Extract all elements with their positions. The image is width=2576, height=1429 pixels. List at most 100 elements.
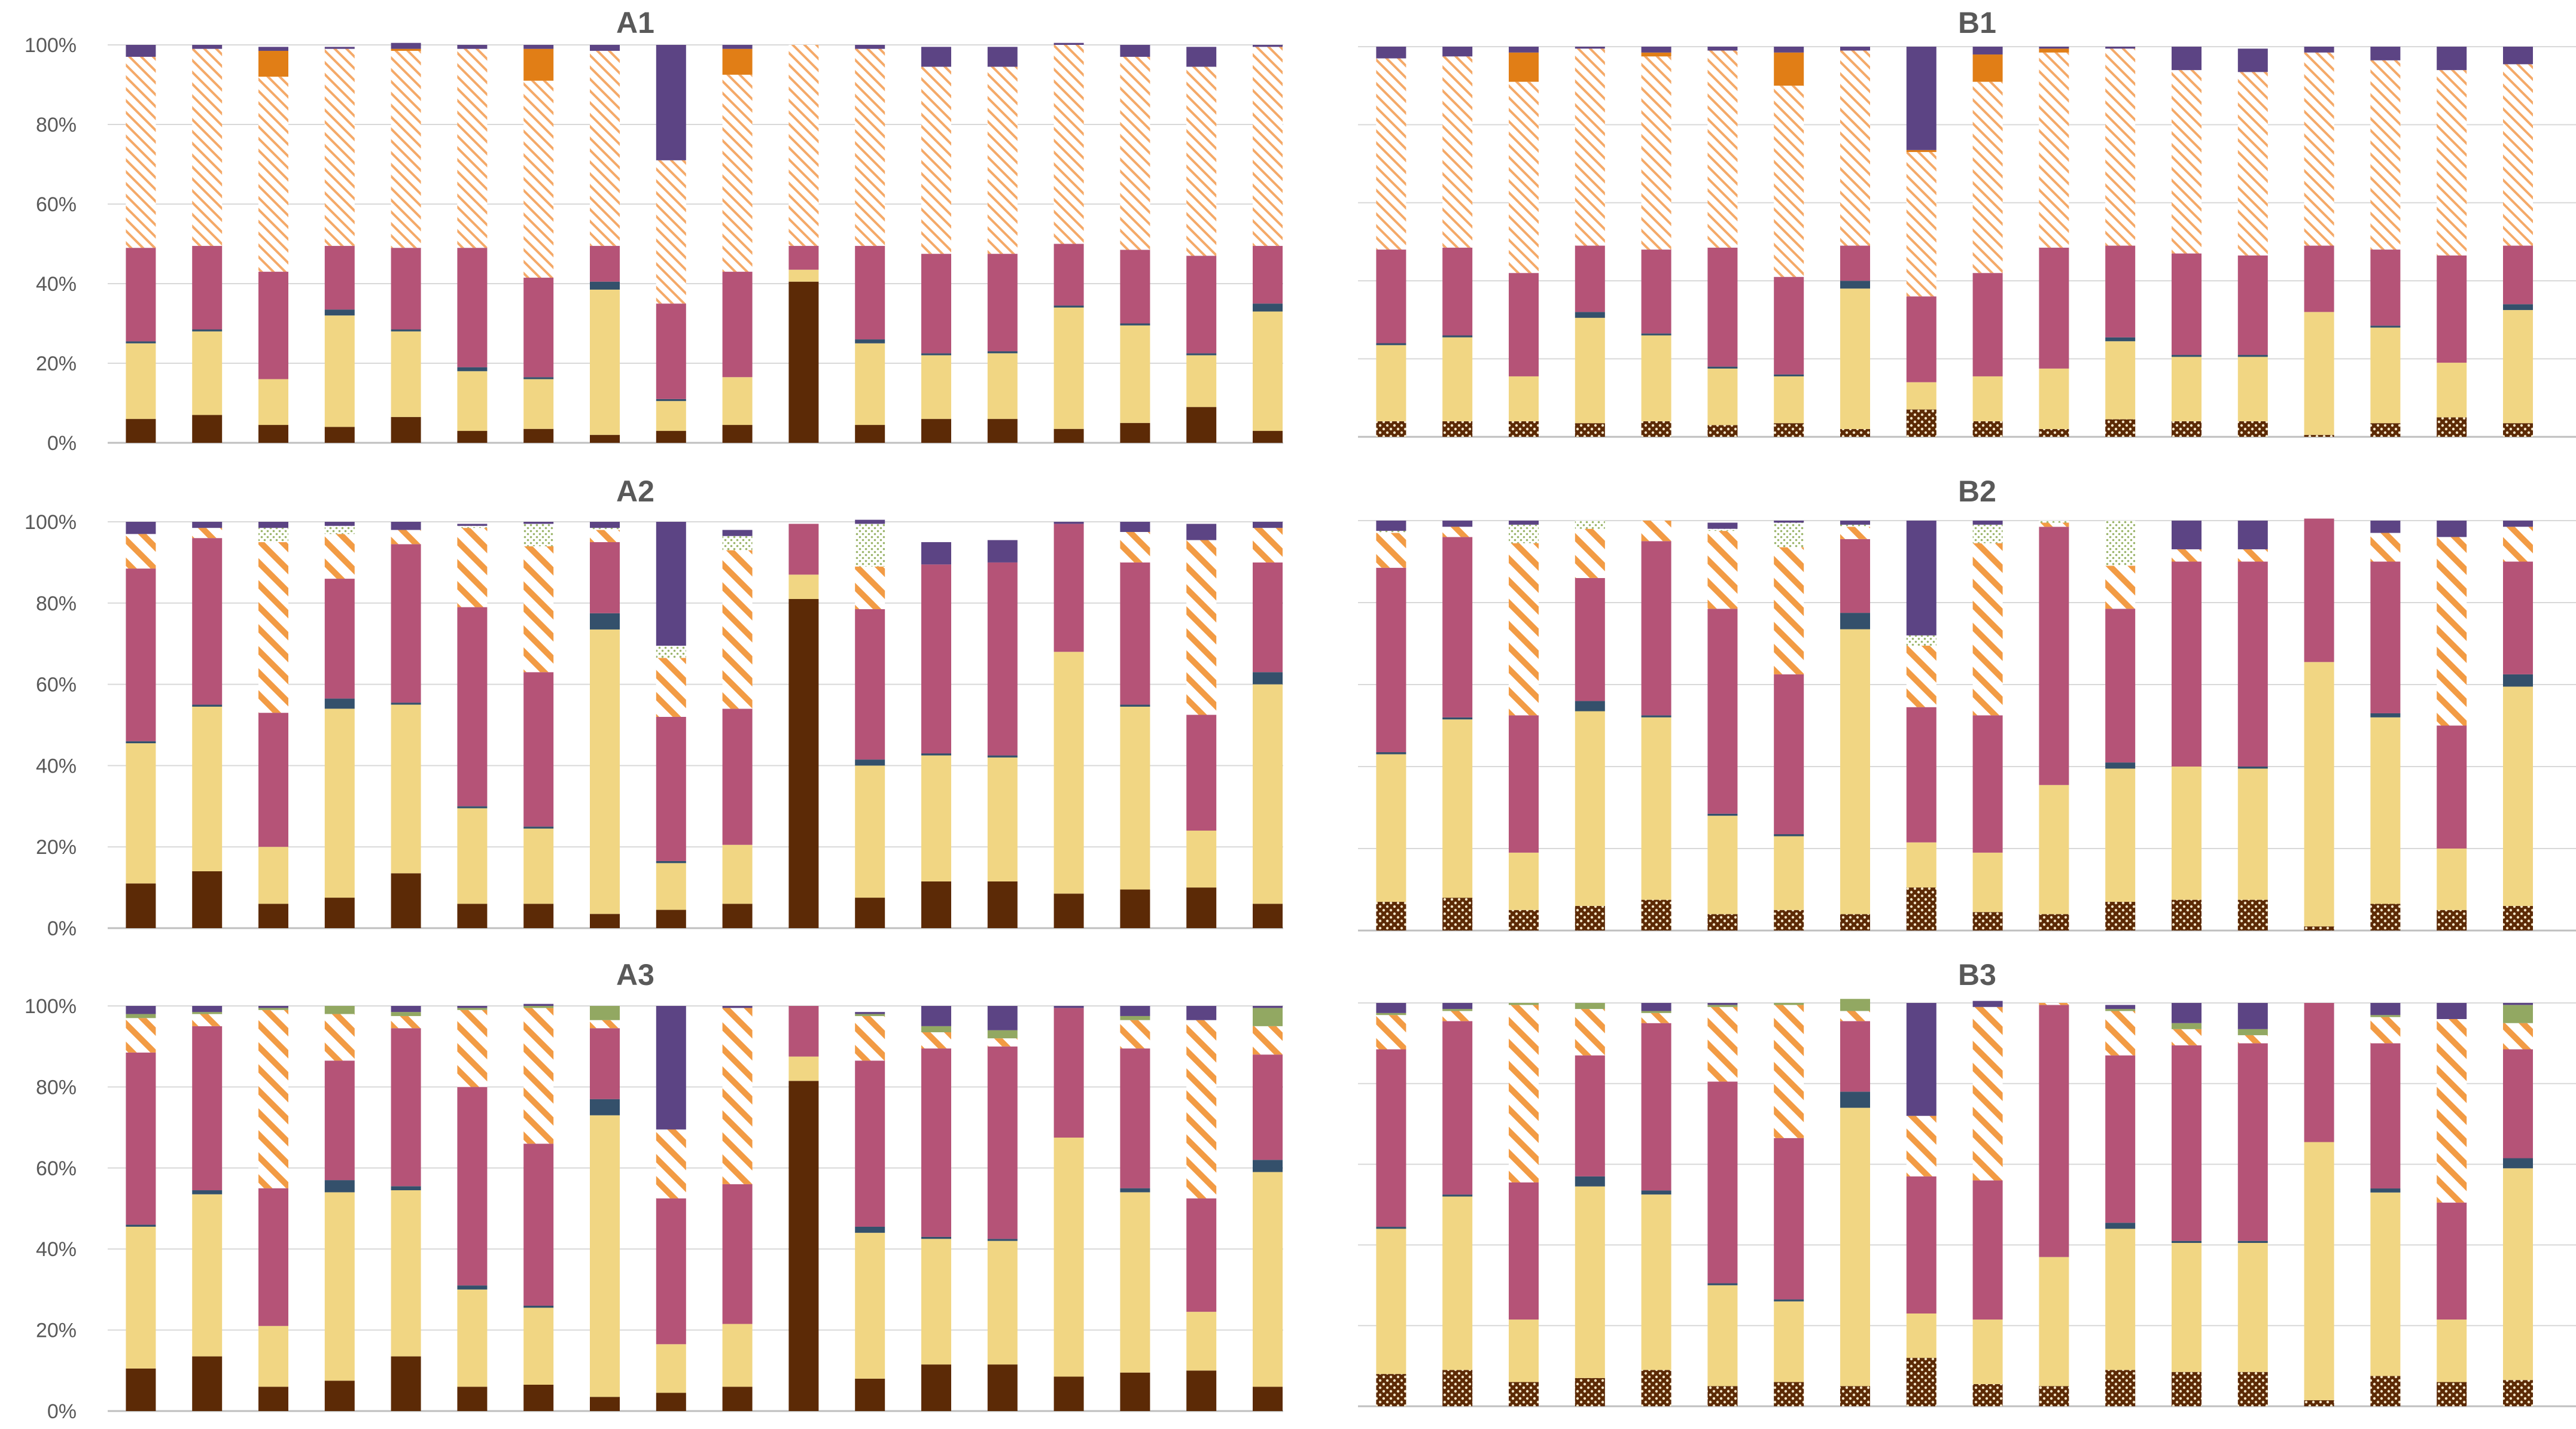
bar-segment-hatched-bold xyxy=(1253,1026,1283,1055)
bar-segment-olive xyxy=(457,1008,488,1010)
bar-segment-dotted-brown xyxy=(2304,434,2334,437)
bar-segment-yellow xyxy=(656,1344,686,1393)
bar-segment-mauve xyxy=(1509,715,1539,853)
bar-segment-purple xyxy=(258,1006,288,1008)
bar-segment-purple xyxy=(2237,1003,2268,1029)
bar-segment-mauve xyxy=(2172,561,2202,767)
bar-segment-yellow xyxy=(1641,335,1671,421)
bar-segment-hatched-bold xyxy=(2437,1018,2467,1203)
bar-segment-hatched-fine xyxy=(1053,45,1084,244)
bar-segment-yellow xyxy=(324,709,355,898)
bar-segment-mauve xyxy=(1509,273,1539,376)
bar-segment-dotted-brown xyxy=(2105,902,2136,931)
bar-segment-slate xyxy=(126,1224,156,1227)
bar-segment-purple xyxy=(1509,47,1539,53)
y-tick-label: 20% xyxy=(36,836,77,859)
bar-segment-slate xyxy=(2370,326,2401,328)
bar-segment-purple xyxy=(2503,1003,2533,1005)
bar-segment-olive xyxy=(2105,1009,2136,1011)
bar-segment-yellow xyxy=(2304,662,2334,927)
bar-segment-yellow xyxy=(921,1239,951,1365)
bar-segment-purple xyxy=(324,522,355,526)
bar-segment-dotted-brown xyxy=(2105,419,2136,437)
bar-segment-mauve xyxy=(1120,562,1150,705)
bar-segment-purple xyxy=(855,519,885,524)
bar-segment-purple xyxy=(590,522,620,528)
bar-segment-dark-brown xyxy=(987,1364,1018,1411)
bar-segment-yellow xyxy=(2237,768,2268,900)
bar-segment-slate xyxy=(523,826,554,829)
bar-segment-purple xyxy=(2503,521,2533,527)
bar-segment-mauve xyxy=(1840,1021,1870,1092)
bar-segment-purple xyxy=(1376,521,1406,531)
bar-segment-yellow xyxy=(2304,312,2334,435)
bar-segment-hatched-bold xyxy=(2105,565,2136,609)
bar-segment-dotted-brown xyxy=(2172,421,2202,437)
bar-segment-yellow xyxy=(324,315,355,427)
bar-segment-orange xyxy=(1972,54,2003,82)
bar-segment-green-dots xyxy=(1509,524,1539,543)
bar-segment-mauve xyxy=(855,1060,885,1227)
bar-segment-dark-brown xyxy=(192,415,223,443)
bar-segment-yellow xyxy=(2437,849,2467,910)
bar-segment-slate xyxy=(855,339,885,343)
bar-segment-mauve xyxy=(1972,1180,2003,1320)
bar-segment-olive xyxy=(2503,1005,2533,1023)
bar-segment-hatched-fine xyxy=(1906,152,1936,297)
bar-segment-purple xyxy=(258,522,288,528)
bar-segment-hatched-fine xyxy=(1186,66,1217,256)
bar-segment-hatched-bold xyxy=(457,528,488,607)
bar-segment-green-dots xyxy=(656,646,686,658)
y-tick-label: 20% xyxy=(36,1319,77,1342)
bar-segment-orange xyxy=(1906,150,1936,153)
bar-segment-mauve xyxy=(1906,707,1936,843)
bar-segment-hatched-fine xyxy=(2172,70,2202,254)
bar-segment-slate xyxy=(1641,333,1671,336)
bar-segment-hatched-bold xyxy=(2039,1003,2069,1005)
bar-segment-yellow xyxy=(2172,357,2202,421)
bar-segment-yellow xyxy=(1053,307,1084,429)
bar-segment-hatched-bold xyxy=(324,534,355,579)
bar-segment-hatched-bold xyxy=(921,1032,951,1049)
bar-segment-slate xyxy=(921,353,951,355)
bar-segment-slate xyxy=(324,1180,355,1193)
bar-segment-hatched-fine xyxy=(457,48,488,248)
bar-segment-purple xyxy=(523,522,554,524)
bar-segment-hatched-bold xyxy=(2370,1017,2401,1044)
bar-segment-mauve xyxy=(1442,537,1473,717)
bar-segment-mauve xyxy=(987,1046,1018,1239)
bar-segment-hatched-bold xyxy=(1840,1011,1870,1021)
bar-segment-mauve xyxy=(324,579,355,699)
bar-segment-slate xyxy=(126,341,156,343)
bar-segment-slate xyxy=(1253,1160,1283,1172)
panel-b2: B2 xyxy=(1358,475,2576,932)
bar-segment-slate xyxy=(1120,1188,1150,1193)
bar-segment-purple xyxy=(987,540,1018,563)
bar-segment-dotted-brown xyxy=(1906,887,1936,931)
bar-segment-mauve xyxy=(855,609,885,760)
bar-segment-yellow xyxy=(192,331,223,415)
bar-segment-yellow xyxy=(1186,355,1217,408)
bar-segment-hatched-bold xyxy=(590,530,620,542)
bar-segment-mauve xyxy=(2437,255,2467,363)
bar-segment-purple xyxy=(1972,521,2003,525)
bar-segment-yellow xyxy=(1442,719,1473,898)
bar-segment-dark-brown xyxy=(126,419,156,443)
bar-segment-hatched-fine xyxy=(722,74,753,272)
bar-segment-olive xyxy=(2237,1029,2268,1035)
bar-segment-dark-brown xyxy=(855,1378,885,1411)
bar-segment-purple xyxy=(391,1006,421,1013)
bar-segment-mauve xyxy=(1442,247,1473,336)
bar-segment-slate xyxy=(2237,355,2268,357)
bar-segment-purple xyxy=(1253,45,1283,47)
bar-segment-green-dots xyxy=(1376,531,1406,533)
bar-segment-olive xyxy=(324,1006,355,1014)
bar-segment-dark-brown xyxy=(590,914,620,928)
bar-segment-hatched-fine xyxy=(258,77,288,272)
bar-segment-dark-brown xyxy=(391,416,421,443)
bar-segment-dark-brown xyxy=(921,1364,951,1411)
bar-segment-yellow xyxy=(1053,652,1084,894)
y-tick-label: 100% xyxy=(25,511,77,534)
bar-segment-yellow xyxy=(1972,852,2003,913)
bar-segment-hatched-fine xyxy=(126,56,156,248)
